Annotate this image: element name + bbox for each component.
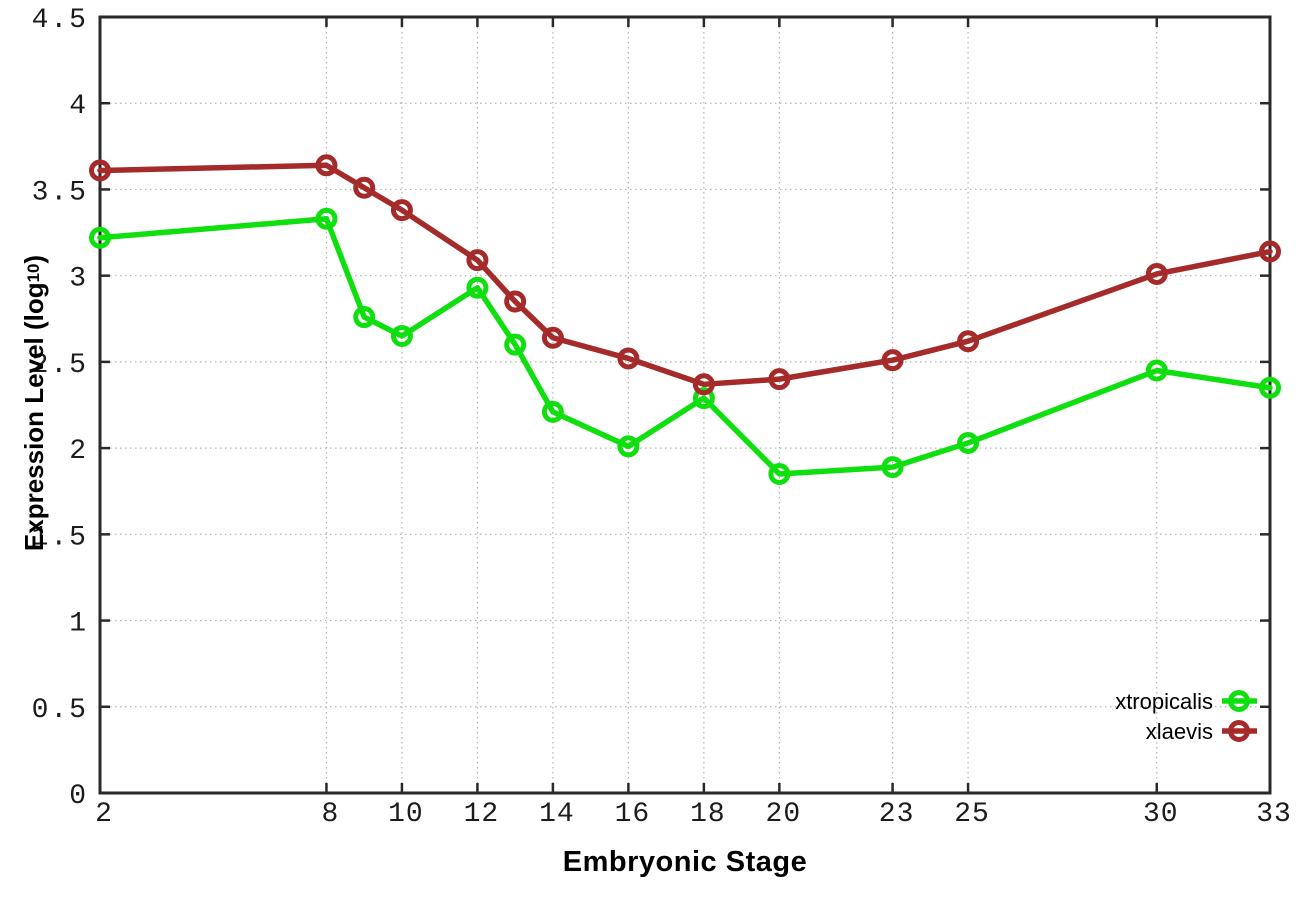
series-line-xlaevis — [97, 162, 1273, 388]
x-axis-label: Embryonic Stage — [562, 846, 808, 878]
data-point-xtropicalis — [881, 456, 904, 479]
x-tick-label: 23 — [879, 799, 915, 830]
data-point-xlaevis — [315, 154, 338, 177]
x-tick-label: 25 — [954, 799, 990, 830]
data-point-xlaevis — [881, 349, 904, 372]
x-tick-label: 10 — [388, 799, 424, 830]
y-tick-label: 2 — [69, 436, 88, 467]
data-point-xlaevis — [617, 347, 640, 370]
data-point-xtropicalis — [315, 207, 338, 230]
data-point-xlaevis — [466, 249, 489, 272]
legend-label-xtropicalis: xtropicalis — [1115, 689, 1213, 714]
data-point-xtropicalis — [541, 400, 564, 423]
data-point-xlaevis — [1259, 240, 1281, 263]
x-tick-label: 2 — [95, 799, 113, 830]
data-point-xtropicalis — [466, 276, 489, 299]
data-point-xlaevis — [541, 326, 564, 349]
data-point-xlaevis — [1145, 262, 1168, 285]
data-point-xtropicalis — [768, 462, 791, 485]
data-point-xlaevis — [504, 290, 527, 313]
y-tick-label: 1.5 — [32, 522, 88, 553]
data-point-xtropicalis — [353, 306, 376, 329]
data-point-xtropicalis — [692, 387, 715, 410]
y-tick-label: 1 — [69, 609, 88, 640]
data-point-xlaevis — [390, 199, 413, 222]
x-tick-label: 20 — [766, 799, 802, 830]
data-point-xlaevis — [768, 368, 791, 391]
data-point-xtropicalis — [390, 325, 413, 348]
x-tick-label: 14 — [539, 799, 575, 830]
data-point-xlaevis — [957, 330, 980, 353]
y-axis-label: Expression Level (log 10) — [18, 254, 49, 552]
series-line-xtropicalis — [97, 216, 1273, 477]
y-tick-label: 4.5 — [32, 5, 88, 36]
data-point-xtropicalis — [1145, 359, 1168, 382]
legend-label-xlaevis: xlaevis — [1146, 719, 1213, 744]
y-tick-label: 2.5 — [32, 350, 88, 381]
y-axis-label-main: Expression Level (log — [18, 282, 49, 552]
data-point-xtropicalis — [89, 226, 111, 249]
data-point-xtropicalis — [504, 333, 527, 356]
legend-marker-xlaevis — [1228, 720, 1250, 742]
x-tick-label: 16 — [615, 799, 651, 830]
plot-border — [98, 15, 1272, 795]
data-point-xtropicalis — [957, 431, 980, 454]
data-point-xtropicalis — [1259, 376, 1281, 399]
data-point-xlaevis — [89, 159, 111, 182]
data-point-xtropicalis — [617, 435, 640, 458]
x-tick-label: 18 — [690, 799, 726, 830]
y-tick-label: 3.5 — [32, 177, 88, 208]
x-tick-label: 12 — [464, 799, 500, 830]
y-axis-label-suffix: ) — [18, 254, 49, 264]
data-point-xlaevis — [353, 176, 376, 199]
x-tick-label: 33 — [1256, 799, 1292, 830]
x-tick-label: 30 — [1143, 799, 1179, 830]
data-point-xlaevis — [692, 373, 715, 396]
x-tick-label: 8 — [322, 799, 340, 830]
y-tick-label: 0 — [69, 781, 88, 812]
y-tick-label: 0.5 — [32, 695, 88, 726]
y-tick-label: 4 — [69, 91, 88, 122]
legend-marker-xtropicalis — [1228, 690, 1250, 712]
y-tick-label: 3 — [69, 264, 88, 295]
